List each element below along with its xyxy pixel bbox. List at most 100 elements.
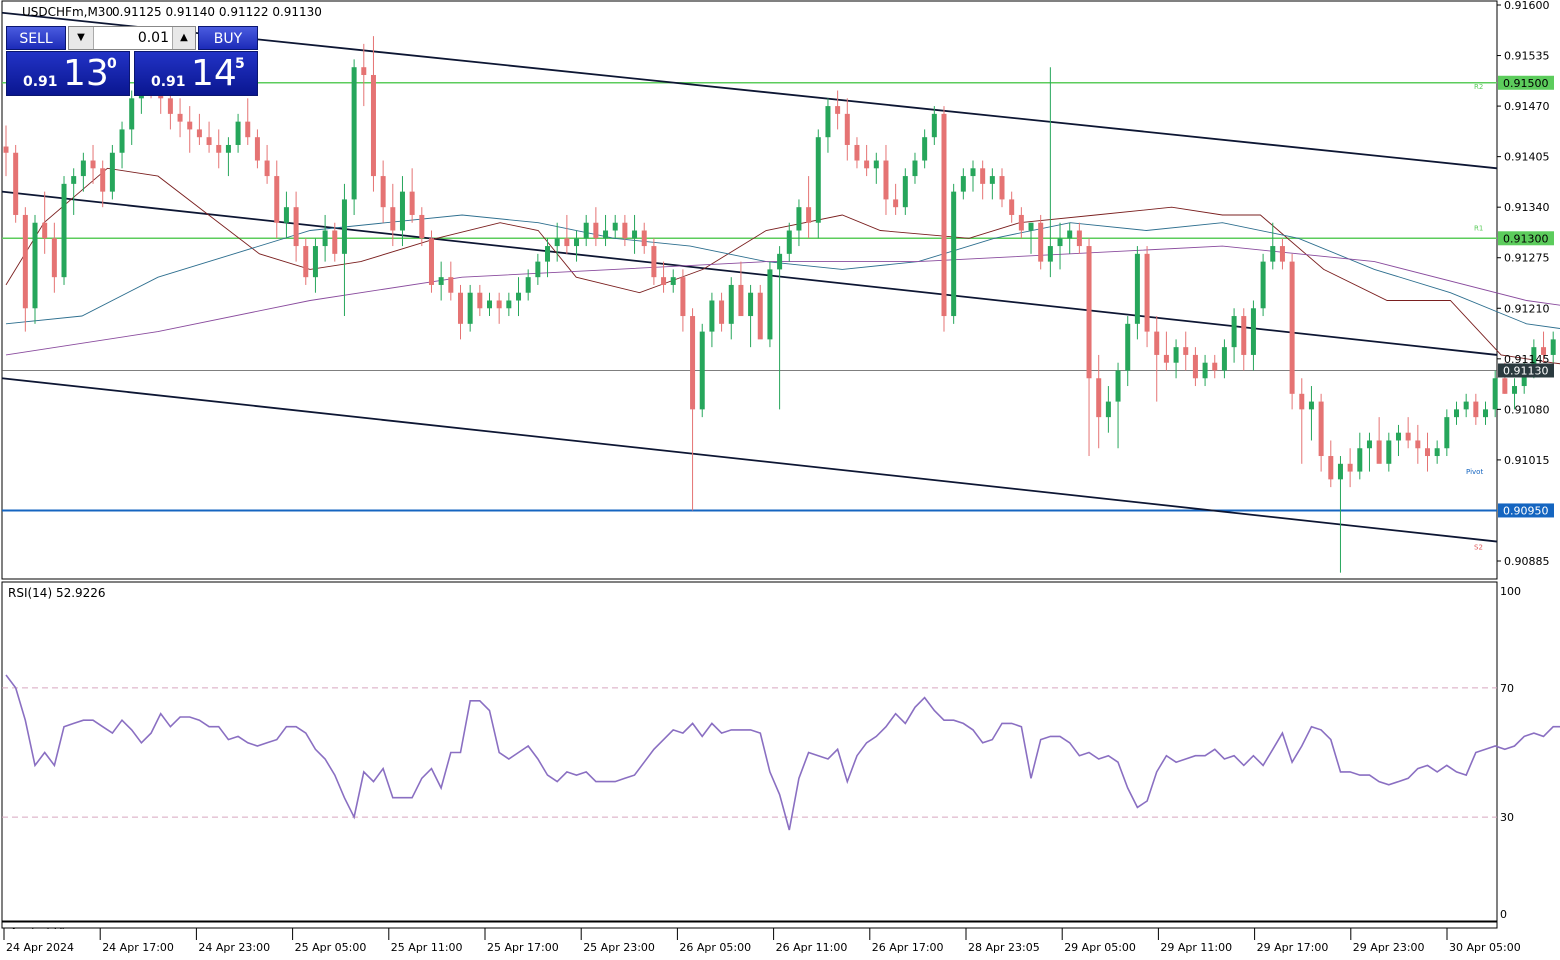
time-axis-label: 29 Apr 17:00 <box>1257 941 1329 954</box>
candle-body <box>1376 440 1382 464</box>
lot-size-input[interactable] <box>95 29 169 47</box>
time-axis-label: 26 Apr 17:00 <box>872 941 944 954</box>
pivot-label: Pivot <box>1466 468 1483 476</box>
candle <box>235 113 241 153</box>
candle-body <box>1492 378 1498 410</box>
candle-body <box>554 238 560 247</box>
candle <box>796 199 802 247</box>
candle <box>1424 432 1430 472</box>
channel-bottom-trendline[interactable] <box>1 377 1498 543</box>
buy-price-button[interactable]: 0.91 14 5 <box>134 51 258 96</box>
time-axis-label: 25 Apr 05:00 <box>295 941 367 954</box>
candle-body <box>835 106 841 114</box>
price-axis[interactable]: 0.91600 0.91535 0.91470 0.91405 0.91340 0.912… <box>1497 0 1554 568</box>
candle-body <box>119 129 125 153</box>
candle-body <box>1357 448 1363 472</box>
candle <box>574 230 580 262</box>
candle <box>622 214 628 247</box>
candle-body <box>1154 331 1160 355</box>
candle-body <box>1512 386 1518 394</box>
candle-body <box>748 292 754 317</box>
candle <box>680 269 686 332</box>
candle-body <box>1473 401 1479 418</box>
time-axis-label: 24 Apr 2024 <box>6 941 74 954</box>
candle-body <box>428 238 434 285</box>
rsi-axis-label: 70 <box>1500 682 1514 695</box>
time-axis[interactable]: 24 Apr 2024 24 Apr 17:00 24 Apr 23:00 25 Ap… <box>3 928 1521 954</box>
candle-body <box>187 121 193 130</box>
lot-increase-button[interactable]: ▲ <box>172 27 195 49</box>
candle-body <box>864 160 870 169</box>
time-axis-label: 25 Apr 17:00 <box>487 941 559 954</box>
candle-body <box>206 137 212 145</box>
candle <box>477 284 483 317</box>
sell-price-sup: 0 <box>107 56 117 72</box>
lot-decrease-button[interactable]: ▼ <box>69 27 94 49</box>
candle-body <box>574 238 580 247</box>
candle <box>719 292 725 332</box>
candle-body <box>322 230 328 247</box>
candle-body <box>970 168 976 177</box>
candle-body <box>612 222 618 231</box>
channel-mid-trendline[interactable] <box>1 190 1498 356</box>
buy-price-big: 14 <box>191 53 237 94</box>
price-tag-bg <box>1498 75 1554 90</box>
candle <box>409 168 415 223</box>
candle <box>457 284 463 340</box>
time-axis-label: 25 Apr 11:00 <box>391 941 463 954</box>
price-axis-label: 0.91340 <box>1504 201 1550 214</box>
candle-body <box>1173 347 1179 363</box>
candle <box>1308 386 1314 441</box>
candle-body <box>738 284 744 317</box>
candle <box>902 168 908 215</box>
one-click-trading-panel: SELL ▼ ▲ BUY 0.91 13 0 0.91 14 5 <box>6 26 258 96</box>
candle <box>825 98 831 153</box>
buy-price-sup: 5 <box>235 56 245 72</box>
sell-price-button[interactable]: 0.91 13 0 <box>6 51 130 96</box>
candle-body <box>42 222 48 239</box>
candle <box>941 106 947 332</box>
price-pane[interactable]: USDCHFm,M30 0.91125 0.91140 0.91122 0.91… <box>1 0 1560 580</box>
rsi-pane[interactable]: RSI(14) 52.9226 <box>1 581 1560 922</box>
candle <box>1067 222 1073 254</box>
sell-button[interactable]: SELL <box>6 26 66 50</box>
candle <box>583 214 589 247</box>
moving-averages-layer <box>5 167 1560 365</box>
candle <box>690 308 696 511</box>
candle-body <box>1125 323 1131 371</box>
moving-average-line-1 <box>5 167 1560 365</box>
candle <box>1415 424 1421 464</box>
candle-body <box>341 199 347 254</box>
price-tag: 0.91130 <box>1498 363 1554 378</box>
candle <box>1376 417 1382 464</box>
candle <box>661 261 667 293</box>
candle-body <box>593 222 599 239</box>
candle <box>1105 386 1111 433</box>
moving-average-line-3 <box>5 245 1560 356</box>
candle <box>322 214 328 262</box>
candle-body <box>1424 448 1430 457</box>
candle-body <box>457 292 463 324</box>
candle-body <box>51 238 57 278</box>
candle-body <box>902 176 908 208</box>
candle-body <box>448 277 454 293</box>
price-axis-label: 0.91015 <box>1504 454 1550 467</box>
r1-label: R1 <box>1474 224 1483 232</box>
candle-body <box>709 300 715 332</box>
candle-body <box>912 160 918 177</box>
candle-body <box>1231 316 1237 348</box>
candle-body <box>525 277 531 293</box>
candle-body <box>767 269 773 340</box>
candle-body <box>1395 432 1401 441</box>
candle-body <box>506 300 512 309</box>
candle <box>419 207 425 247</box>
buy-button[interactable]: BUY <box>198 26 258 50</box>
rsi-line <box>5 674 1560 831</box>
candle <box>1328 440 1334 488</box>
candle <box>893 183 899 215</box>
price-pane-border <box>1 0 1498 580</box>
candle-body <box>719 300 725 324</box>
candle <box>1057 222 1063 270</box>
candle-body <box>641 230 647 247</box>
candle <box>1231 308 1237 363</box>
